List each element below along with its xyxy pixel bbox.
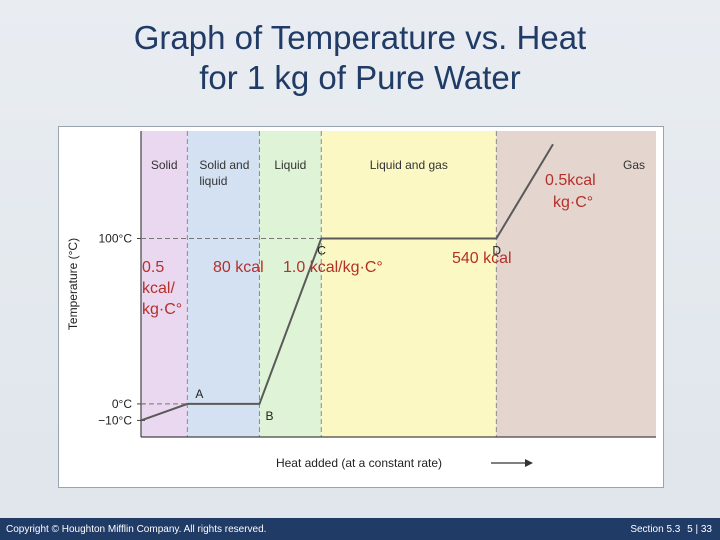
annotation-gas: kg·C° — [553, 194, 593, 211]
annotation-solid: 0.5 — [142, 259, 164, 276]
y-tick-label: 100°C — [99, 232, 133, 246]
region-label: Liquid — [274, 158, 306, 172]
region-liquid-and-gas — [321, 131, 497, 437]
y-axis-label: Temperature (°C) — [66, 238, 80, 330]
region-label: Solid and — [199, 158, 249, 172]
point-label-d: D — [492, 244, 501, 258]
region-solid — [141, 131, 188, 437]
title-line-2: for 1 kg of Pure Water — [199, 59, 521, 96]
title-line-1: Graph of Temperature vs. Heat — [133, 19, 587, 56]
footer-right: Section 5.3 5 | 33 — [626, 524, 712, 535]
region-solid-and-liquid — [187, 131, 260, 437]
annotation-vaporization: 540 kcal — [452, 250, 512, 267]
copyright-text: Copyright © Houghton Mifflin Company. Al… — [6, 524, 267, 535]
point-label-c: C — [317, 244, 326, 258]
region-label: Solid — [151, 158, 178, 172]
chart-frame: Solid Solid and liquid Liquid Liquid and gas… — [58, 126, 664, 488]
region-liquid — [259, 131, 322, 437]
annotation-liquid: 1.0 kcal/kg·C° — [283, 259, 383, 276]
y-tick-label: 0°C — [112, 397, 132, 411]
x-axis-arrowhead — [525, 459, 533, 467]
slide-title: Graph of Temperature vs. Heat for 1 kg o… — [0, 18, 720, 98]
x-axis-label: Heat added (at a constant rate) — [276, 456, 442, 470]
annotation-solid: kg·C° — [142, 301, 182, 318]
annotation-melting: 80 kcal — [213, 259, 264, 276]
region-label: Liquid and gas — [370, 158, 448, 172]
page-number: 5 | 33 — [687, 524, 712, 535]
annotation-solid: kcal/ — [142, 280, 175, 297]
point-label-b: B — [265, 409, 273, 423]
point-label-a: A — [195, 387, 203, 401]
heating-curve — [140, 143, 554, 422]
slide-footer: Copyright © Houghton Mifflin Company. Al… — [0, 518, 720, 540]
annotation-gas: 0.5kcal — [545, 172, 596, 189]
section-label: Section 5.3 — [630, 524, 681, 535]
region-gas — [496, 131, 656, 437]
phase-change-chart: Solid Solid and liquid Liquid Liquid and gas… — [66, 131, 656, 470]
y-tick-label: −10°C — [98, 413, 132, 427]
region-label: liquid — [199, 174, 227, 188]
region-label: Gas — [623, 158, 645, 172]
